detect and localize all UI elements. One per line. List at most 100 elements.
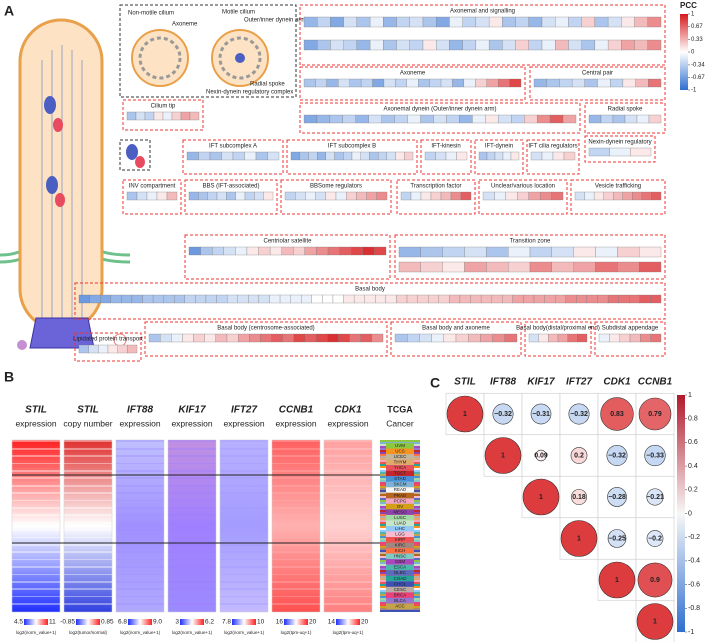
heatmap-stripe: [272, 507, 320, 508]
column-gene: CCNB1: [279, 405, 314, 416]
heatmap-stripe: [116, 523, 164, 524]
pcc-cell: [488, 39, 503, 51]
pcc-cell: [502, 39, 516, 51]
tcga-legend-swatch: [386, 559, 414, 565]
heatmap-stripe: [168, 604, 216, 605]
pcc-cell: [478, 151, 488, 161]
tcga-legend-label: READ: [394, 487, 407, 492]
heatmap-stripe: [324, 493, 372, 494]
pcc-cell: [404, 151, 414, 161]
pcc-cell: [618, 294, 630, 304]
group-box: [299, 66, 526, 101]
pcc-cell: [316, 151, 327, 161]
heatmap: [167, 439, 217, 613]
group-title: Basal body (centrosome-associated): [217, 326, 314, 332]
heatmap-stripe: [220, 603, 268, 604]
pcc-cell: [148, 333, 161, 343]
pcc-cell: [486, 246, 509, 258]
heatmap-stripe: [272, 486, 320, 487]
group-box: [144, 321, 388, 357]
pcc-cell: [586, 294, 598, 304]
pcc-cell: [303, 39, 318, 51]
pcc-cell: [598, 333, 610, 343]
tcga-legend-label: CHOL: [394, 581, 407, 586]
pcc-cell: [316, 114, 331, 124]
pcc-cell: [555, 16, 569, 28]
pcc-cell: [226, 294, 238, 304]
tcga-legend-swatch: [386, 476, 414, 482]
pcc-cell: [383, 16, 397, 28]
legend-max: 10: [257, 619, 265, 626]
heatmap-stripe: [220, 596, 268, 597]
pcc-cell: [303, 114, 318, 124]
heatmap-stripe: [116, 493, 164, 494]
pcc-cell: [498, 114, 512, 124]
heatmap-stripe: [116, 544, 164, 545]
pcc-cell: [435, 151, 447, 161]
pcc-cell: [78, 344, 89, 354]
pcc-cell: [407, 333, 420, 343]
pcc-cell: [356, 39, 371, 51]
heatmap-stripe: [324, 566, 372, 567]
tcga-legend-label: THCA: [394, 465, 406, 470]
pcc-cell: [366, 191, 377, 201]
heatmap-stripe: [272, 485, 320, 486]
heatmap-stripe: [220, 551, 268, 552]
pcc-cell: [235, 246, 248, 256]
pcc-cell: [524, 114, 538, 124]
pcc-cell: [327, 333, 339, 343]
pcc-cell: [188, 191, 199, 201]
heatmap-stripe: [64, 574, 112, 575]
legend-max: 0.85: [101, 619, 114, 626]
group-box: [280, 179, 392, 215]
pcc-cell: [544, 294, 556, 304]
pcc-cell: [267, 151, 280, 161]
pcc-cell: [349, 333, 361, 343]
pcc-cell: [212, 246, 224, 256]
heatmap-stripe: [324, 581, 372, 582]
column-gene: KIF17: [178, 405, 206, 416]
pcc-cell: [301, 294, 312, 304]
pcc-cell: [221, 151, 234, 161]
pcc-cell: [629, 294, 640, 304]
pcc-cell: [171, 333, 183, 343]
legend-unit: log2(norm_value+1): [16, 630, 57, 635]
pcc-cell: [629, 333, 641, 343]
heatmap-stripe: [64, 588, 112, 589]
pcc-cell: [360, 151, 370, 161]
pcc-cell: [335, 191, 347, 201]
pcc-cell: [398, 261, 421, 273]
heatmap-stripe: [168, 493, 216, 494]
pcc-cell: [512, 294, 524, 304]
correlation-label: 0.9: [650, 577, 660, 584]
pcc-cell: [494, 151, 504, 161]
heatmap-stripe: [12, 588, 60, 589]
pcc-cell: [488, 16, 503, 28]
heatmap-stripe: [64, 478, 112, 479]
pcc-cell: [630, 147, 652, 157]
pcc-cell: [174, 294, 185, 304]
correlation-label: 1: [615, 577, 619, 584]
heatmap-stripe: [324, 567, 372, 568]
pcc-cell: [541, 39, 556, 51]
pcc-cell: [470, 294, 482, 304]
pcc-cell: [303, 78, 316, 88]
heatmap-stripe: [324, 515, 372, 516]
heatmap-stripe: [220, 478, 268, 479]
heatmap-stripe: [168, 545, 216, 546]
pcc-cell: [204, 333, 217, 343]
pcc-cell: [180, 111, 191, 121]
group-box: [182, 139, 284, 175]
pcc-cell: [232, 151, 245, 161]
heatmap-stripe: [116, 455, 164, 456]
heatmap-stripe: [64, 493, 112, 494]
pcc-cell: [617, 261, 640, 273]
pcc-cell: [269, 246, 282, 256]
heatmap-stripe: [272, 477, 320, 478]
group-box: [122, 179, 182, 215]
heatmap-stripe: [220, 507, 268, 508]
heatmap-stripe: [116, 463, 164, 464]
pcc-cell: [327, 246, 340, 256]
pcc-cell: [144, 111, 155, 121]
tcga-legend-swatch: [386, 470, 414, 477]
